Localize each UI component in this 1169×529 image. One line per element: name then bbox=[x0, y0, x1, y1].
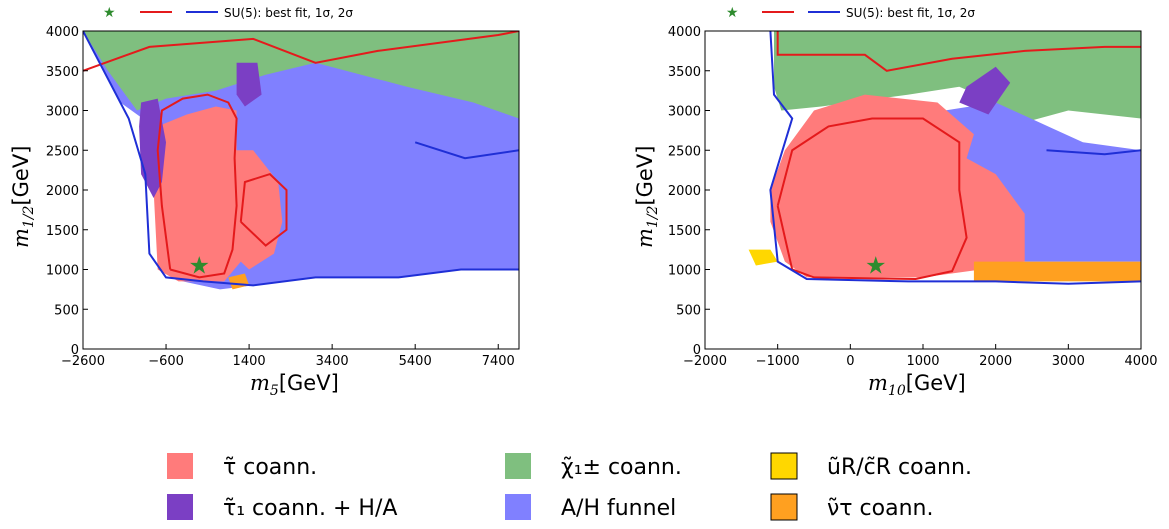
best-fit-star-icon: ★ bbox=[189, 252, 211, 280]
top-legend-left: ★ SU(5): best fit, 1σ, 2σ bbox=[103, 5, 353, 21]
panel-right: −2000 −1000 0 1000 2000 3000 4000 0 500 1000 1500 2… bbox=[633, 25, 1158, 399]
top-legend-text: SU(5): best fit, 1σ, 2σ bbox=[224, 6, 353, 20]
best-fit-star-icon: ★ bbox=[103, 5, 116, 21]
region-stau1 bbox=[959, 66, 1011, 115]
x-axis-label-right: m10[GeV] bbox=[868, 371, 966, 399]
y-tick-label: 1500 bbox=[668, 224, 701, 239]
best-fit-marker-right: ★ bbox=[865, 252, 887, 280]
plot-regions-right bbox=[748, 31, 1141, 282]
one-sigma-contour bbox=[83, 31, 519, 72]
best-fit-star-icon: ★ bbox=[865, 252, 887, 280]
two-sigma-contour bbox=[1046, 149, 1141, 156]
y-tick-label: 1000 bbox=[46, 264, 79, 279]
x-tick-label: 3000 bbox=[1052, 354, 1085, 369]
x-tick-label: 0 bbox=[846, 354, 854, 369]
y-tick-label: 3000 bbox=[46, 105, 79, 120]
top-legend-right: ★ SU(5): best fit, 1σ, 2σ bbox=[726, 5, 975, 21]
y-tick-label: 4000 bbox=[668, 25, 701, 40]
best-fit-star-icon: ★ bbox=[726, 5, 739, 21]
y-tick-label: 2000 bbox=[46, 184, 79, 199]
region-squark bbox=[748, 249, 778, 266]
two-sigma-contour bbox=[414, 141, 519, 160]
one-sigma-contour bbox=[239, 172, 288, 247]
legend-label-squark: ũR/c̃R coann. bbox=[827, 455, 972, 480]
legend-swatch-funnel bbox=[505, 494, 531, 520]
panel-left: −2600 −600 1400 3400 5400 7400 0 500 1000 1500 200… bbox=[9, 25, 520, 399]
y-axis-label-left: m1/2[GeV] bbox=[9, 146, 37, 248]
y-tick-label: 0 bbox=[693, 343, 701, 358]
x-tick-label: 7400 bbox=[482, 354, 515, 369]
x-tick-label: 5400 bbox=[399, 354, 432, 369]
y-tick-label: 2500 bbox=[46, 144, 79, 159]
top-legend-text: SU(5): best fit, 1σ, 2σ bbox=[846, 6, 975, 20]
x-axis-label-left: m5[GeV] bbox=[250, 371, 339, 399]
axis-ticks-left: −2600 −600 1400 3400 5400 7400 0 500 1000 1500 200… bbox=[46, 25, 515, 369]
best-fit-marker-left: ★ bbox=[189, 252, 211, 280]
x-tick-label: 4000 bbox=[1124, 354, 1157, 369]
y-tick-label: 500 bbox=[676, 303, 701, 318]
x-tick-label: 1400 bbox=[233, 354, 266, 369]
y-tick-label: 1500 bbox=[46, 224, 79, 239]
one-sigma-contour bbox=[156, 93, 238, 279]
plot-contours-left bbox=[83, 31, 519, 287]
y-tick-label: 1000 bbox=[668, 264, 701, 279]
x-tick-label: 2000 bbox=[979, 354, 1012, 369]
legend-label-funnel: A/H funnel bbox=[561, 496, 676, 521]
legend-label-stau: τ̃ coann. bbox=[223, 455, 317, 480]
bottom-legend: τ̃ coann. τ̃₁ coann. + H/A χ̃₁± coann. A… bbox=[167, 452, 972, 521]
region-stau bbox=[770, 94, 1025, 278]
x-tick-label: −600 bbox=[148, 354, 184, 369]
x-tick-label: −2600 bbox=[61, 354, 105, 369]
y-tick-label: 3500 bbox=[668, 65, 701, 80]
one-sigma-contour bbox=[776, 117, 968, 281]
x-tick-label: 1000 bbox=[906, 354, 939, 369]
two-sigma-contour bbox=[83, 31, 519, 287]
y-tick-label: 3500 bbox=[46, 65, 79, 80]
x-tick-label: 3400 bbox=[316, 354, 349, 369]
y-tick-label: 2000 bbox=[668, 184, 701, 199]
region-stau1 bbox=[236, 62, 262, 107]
legend-label-sneutrino: ν̃τ coann. bbox=[827, 496, 933, 521]
region-stau bbox=[153, 106, 283, 282]
y-tick-label: 500 bbox=[54, 303, 79, 318]
axis-ticks-right: −2000 −1000 0 1000 2000 3000 4000 0 500 1000 1500 2… bbox=[668, 25, 1158, 369]
y-tick-label: 0 bbox=[71, 343, 79, 358]
plot-contours-right bbox=[769, 31, 1141, 285]
y-tick-label: 3000 bbox=[668, 105, 701, 120]
x-tick-label: −1000 bbox=[756, 354, 800, 369]
y-tick-label: 2500 bbox=[668, 144, 701, 159]
legend-swatch-stau bbox=[167, 453, 193, 479]
legend-swatch-chargino bbox=[505, 453, 531, 479]
two-sigma-contour bbox=[769, 31, 1141, 285]
legend-label-stau1: τ̃₁ coann. + H/A bbox=[223, 496, 397, 521]
legend-swatch-sneutrino bbox=[770, 493, 798, 521]
y-axis-label-right: m1/2[GeV] bbox=[633, 146, 661, 248]
legend-label-chargino: χ̃₁± coann. bbox=[561, 455, 682, 480]
region-chargino bbox=[83, 31, 519, 119]
legend-swatch-stau1 bbox=[167, 494, 193, 520]
one-sigma-contour bbox=[776, 31, 1141, 72]
region-sneutrino bbox=[973, 261, 1141, 282]
y-tick-label: 4000 bbox=[46, 25, 79, 40]
legend-swatch-squark bbox=[770, 452, 798, 480]
x-tick-label: −2000 bbox=[683, 354, 727, 369]
